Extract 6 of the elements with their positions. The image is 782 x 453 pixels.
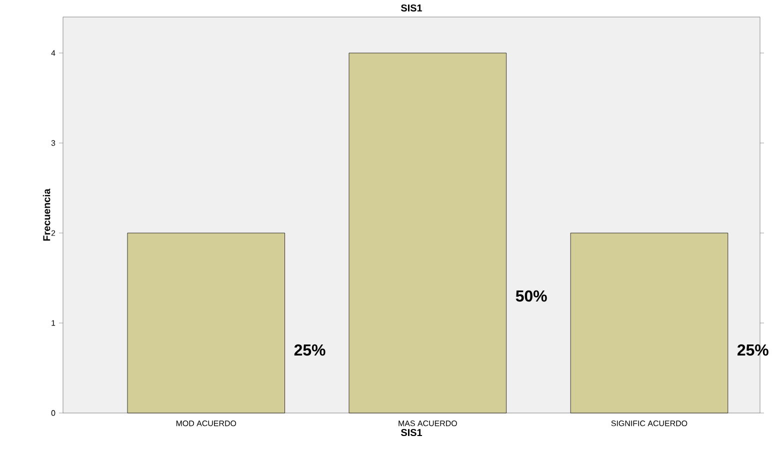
annotation: 50% [516, 290, 547, 302]
chart-title: SIS1 [400, 4, 422, 12]
annotation: 25% [294, 344, 326, 356]
x-axis-title: SIS1 [400, 429, 422, 436]
annotation: 25% [737, 344, 768, 356]
y-axis-title: Frecuencia [42, 188, 50, 241]
